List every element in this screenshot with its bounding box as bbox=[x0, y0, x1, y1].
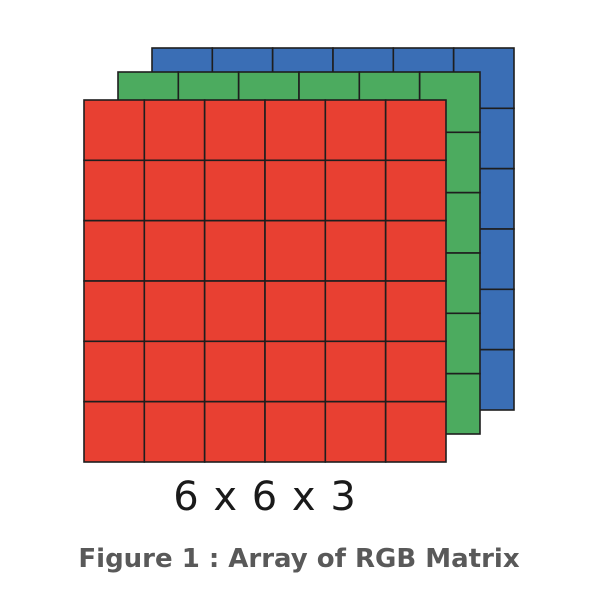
red-cell bbox=[203, 99, 266, 162]
figure-caption: Figure 1 : Array of RGB Matrix bbox=[78, 544, 520, 574]
red-cell bbox=[143, 340, 206, 403]
matrix-dimensions-label: 6 x 6 x 3 bbox=[173, 474, 357, 520]
red-cell bbox=[143, 400, 206, 463]
red-cell bbox=[384, 400, 447, 463]
red-cell bbox=[384, 99, 447, 162]
red-cell bbox=[83, 219, 146, 282]
red-cell bbox=[384, 219, 447, 282]
red-cell bbox=[324, 99, 387, 162]
red-cell bbox=[264, 219, 327, 282]
red-cell bbox=[324, 400, 387, 463]
red-cell bbox=[143, 159, 206, 222]
red-channel-layer bbox=[83, 99, 447, 463]
red-cell bbox=[143, 99, 206, 162]
red-cell bbox=[264, 99, 327, 162]
red-cell bbox=[264, 159, 327, 222]
red-cell bbox=[83, 400, 146, 463]
red-cell bbox=[203, 159, 266, 222]
red-cell bbox=[83, 159, 146, 222]
red-cell bbox=[83, 99, 146, 162]
red-cell bbox=[143, 219, 206, 282]
red-cell bbox=[83, 340, 146, 403]
red-cell bbox=[203, 219, 266, 282]
red-cell bbox=[83, 280, 146, 343]
red-cell bbox=[264, 400, 327, 463]
red-cell bbox=[143, 280, 206, 343]
red-cell bbox=[324, 159, 387, 222]
red-cell bbox=[203, 340, 266, 403]
red-cell bbox=[384, 340, 447, 403]
red-cell bbox=[264, 280, 327, 343]
red-cell bbox=[384, 280, 447, 343]
red-cell bbox=[324, 280, 387, 343]
red-cell bbox=[203, 400, 266, 463]
red-cell bbox=[203, 280, 266, 343]
red-cell bbox=[384, 159, 447, 222]
red-cell bbox=[324, 340, 387, 403]
red-cell bbox=[324, 219, 387, 282]
red-cell bbox=[264, 340, 327, 403]
